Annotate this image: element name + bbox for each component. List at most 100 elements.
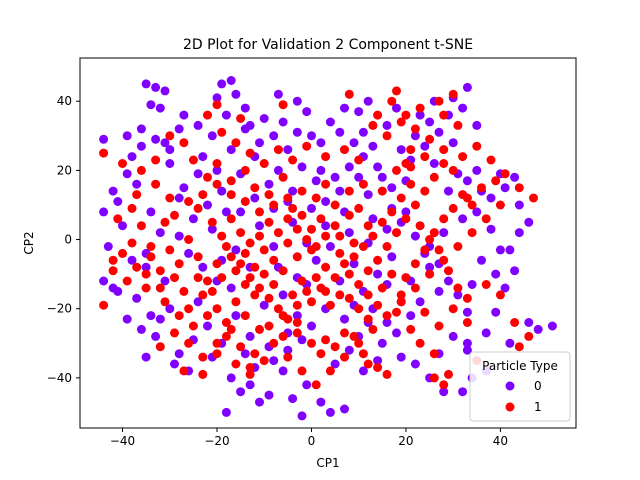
point-type-0 <box>99 207 109 217</box>
point-type-0 <box>99 134 109 144</box>
point-type-1 <box>311 380 321 390</box>
point-type-0 <box>193 120 203 130</box>
point-type-1 <box>288 155 298 165</box>
point-type-1 <box>184 304 194 314</box>
point-type-0 <box>136 324 146 334</box>
point-type-1 <box>387 96 397 106</box>
y-axis-label: CP2 <box>22 231 36 254</box>
point-type-1 <box>212 338 222 348</box>
point-type-0 <box>396 145 406 155</box>
point-type-1 <box>226 214 236 224</box>
point-type-0 <box>467 280 477 289</box>
point-type-0 <box>316 397 326 407</box>
point-type-0 <box>132 293 142 303</box>
point-type-0 <box>288 186 298 196</box>
point-type-1 <box>292 300 302 310</box>
point-type-1 <box>382 369 392 379</box>
points-layer <box>99 76 557 421</box>
point-type-0 <box>514 228 524 238</box>
point-type-1 <box>401 273 411 283</box>
point-type-1 <box>392 165 401 175</box>
y-tick-label: 40 <box>57 94 72 108</box>
point-type-1 <box>217 231 227 241</box>
point-type-1 <box>382 131 392 141</box>
point-type-1 <box>354 304 364 314</box>
point-type-1 <box>278 311 288 321</box>
point-type-1 <box>495 290 505 300</box>
point-type-0 <box>132 179 142 189</box>
point-type-1 <box>198 369 208 379</box>
point-type-1 <box>193 252 203 262</box>
point-type-0 <box>273 89 283 99</box>
point-type-1 <box>307 224 316 234</box>
point-type-1 <box>292 224 302 234</box>
point-type-0 <box>382 224 392 234</box>
point-type-0 <box>245 120 255 130</box>
point-type-0 <box>136 124 146 134</box>
point-type-1 <box>269 280 279 289</box>
x-tick-label: 0 <box>308 434 316 448</box>
point-type-0 <box>514 200 524 210</box>
point-type-1 <box>240 165 250 175</box>
x-axis: −40 −20 0 20 40 <box>110 428 508 448</box>
point-type-1 <box>444 369 453 379</box>
point-type-1 <box>335 290 345 300</box>
point-type-0 <box>278 117 288 127</box>
point-type-1 <box>316 349 326 359</box>
point-type-1 <box>439 255 449 265</box>
point-type-1 <box>406 324 416 334</box>
point-type-0 <box>458 214 468 224</box>
point-type-1 <box>217 273 227 283</box>
point-type-0 <box>429 159 439 168</box>
point-type-1 <box>203 110 212 120</box>
point-type-1 <box>283 238 293 248</box>
point-type-1 <box>307 338 316 348</box>
point-type-1 <box>283 193 293 203</box>
point-type-1 <box>425 134 435 144</box>
point-type-0 <box>155 103 165 113</box>
point-type-0 <box>193 169 203 179</box>
point-type-0 <box>330 359 340 369</box>
point-type-0 <box>533 324 543 334</box>
point-type-0 <box>510 172 520 182</box>
point-type-1 <box>99 148 109 158</box>
point-type-1 <box>335 231 345 241</box>
point-type-1 <box>491 176 501 186</box>
point-type-1 <box>439 159 449 168</box>
point-type-0 <box>283 145 293 155</box>
point-type-1 <box>283 214 293 224</box>
point-type-1 <box>174 259 184 269</box>
point-type-0 <box>231 245 241 255</box>
point-type-0 <box>146 311 156 321</box>
point-type-1 <box>358 242 368 251</box>
point-type-0 <box>410 131 420 141</box>
point-type-1 <box>368 120 378 130</box>
point-type-1 <box>321 231 331 241</box>
point-type-1 <box>245 148 255 158</box>
point-type-0 <box>392 328 401 338</box>
point-type-0 <box>491 307 501 317</box>
point-type-0 <box>122 131 132 141</box>
point-type-1 <box>155 283 165 293</box>
point-type-0 <box>151 82 161 92</box>
point-type-0 <box>354 107 364 117</box>
point-type-0 <box>349 138 359 148</box>
point-type-1 <box>297 186 307 196</box>
point-type-0 <box>448 138 458 148</box>
point-type-1 <box>439 110 449 120</box>
point-type-1 <box>250 349 260 359</box>
point-type-0 <box>472 165 482 175</box>
point-type-1 <box>198 290 208 300</box>
point-type-1 <box>297 366 307 376</box>
point-type-0 <box>217 79 227 89</box>
point-type-1 <box>444 266 453 276</box>
point-type-1 <box>288 290 298 300</box>
point-type-0 <box>406 311 416 321</box>
y-tick-label: −20 <box>47 302 72 316</box>
point-type-0 <box>316 138 326 148</box>
point-type-0 <box>174 124 184 134</box>
point-type-1 <box>396 117 406 127</box>
point-type-1 <box>354 280 364 289</box>
point-type-1 <box>127 203 137 213</box>
point-type-1 <box>297 210 307 220</box>
